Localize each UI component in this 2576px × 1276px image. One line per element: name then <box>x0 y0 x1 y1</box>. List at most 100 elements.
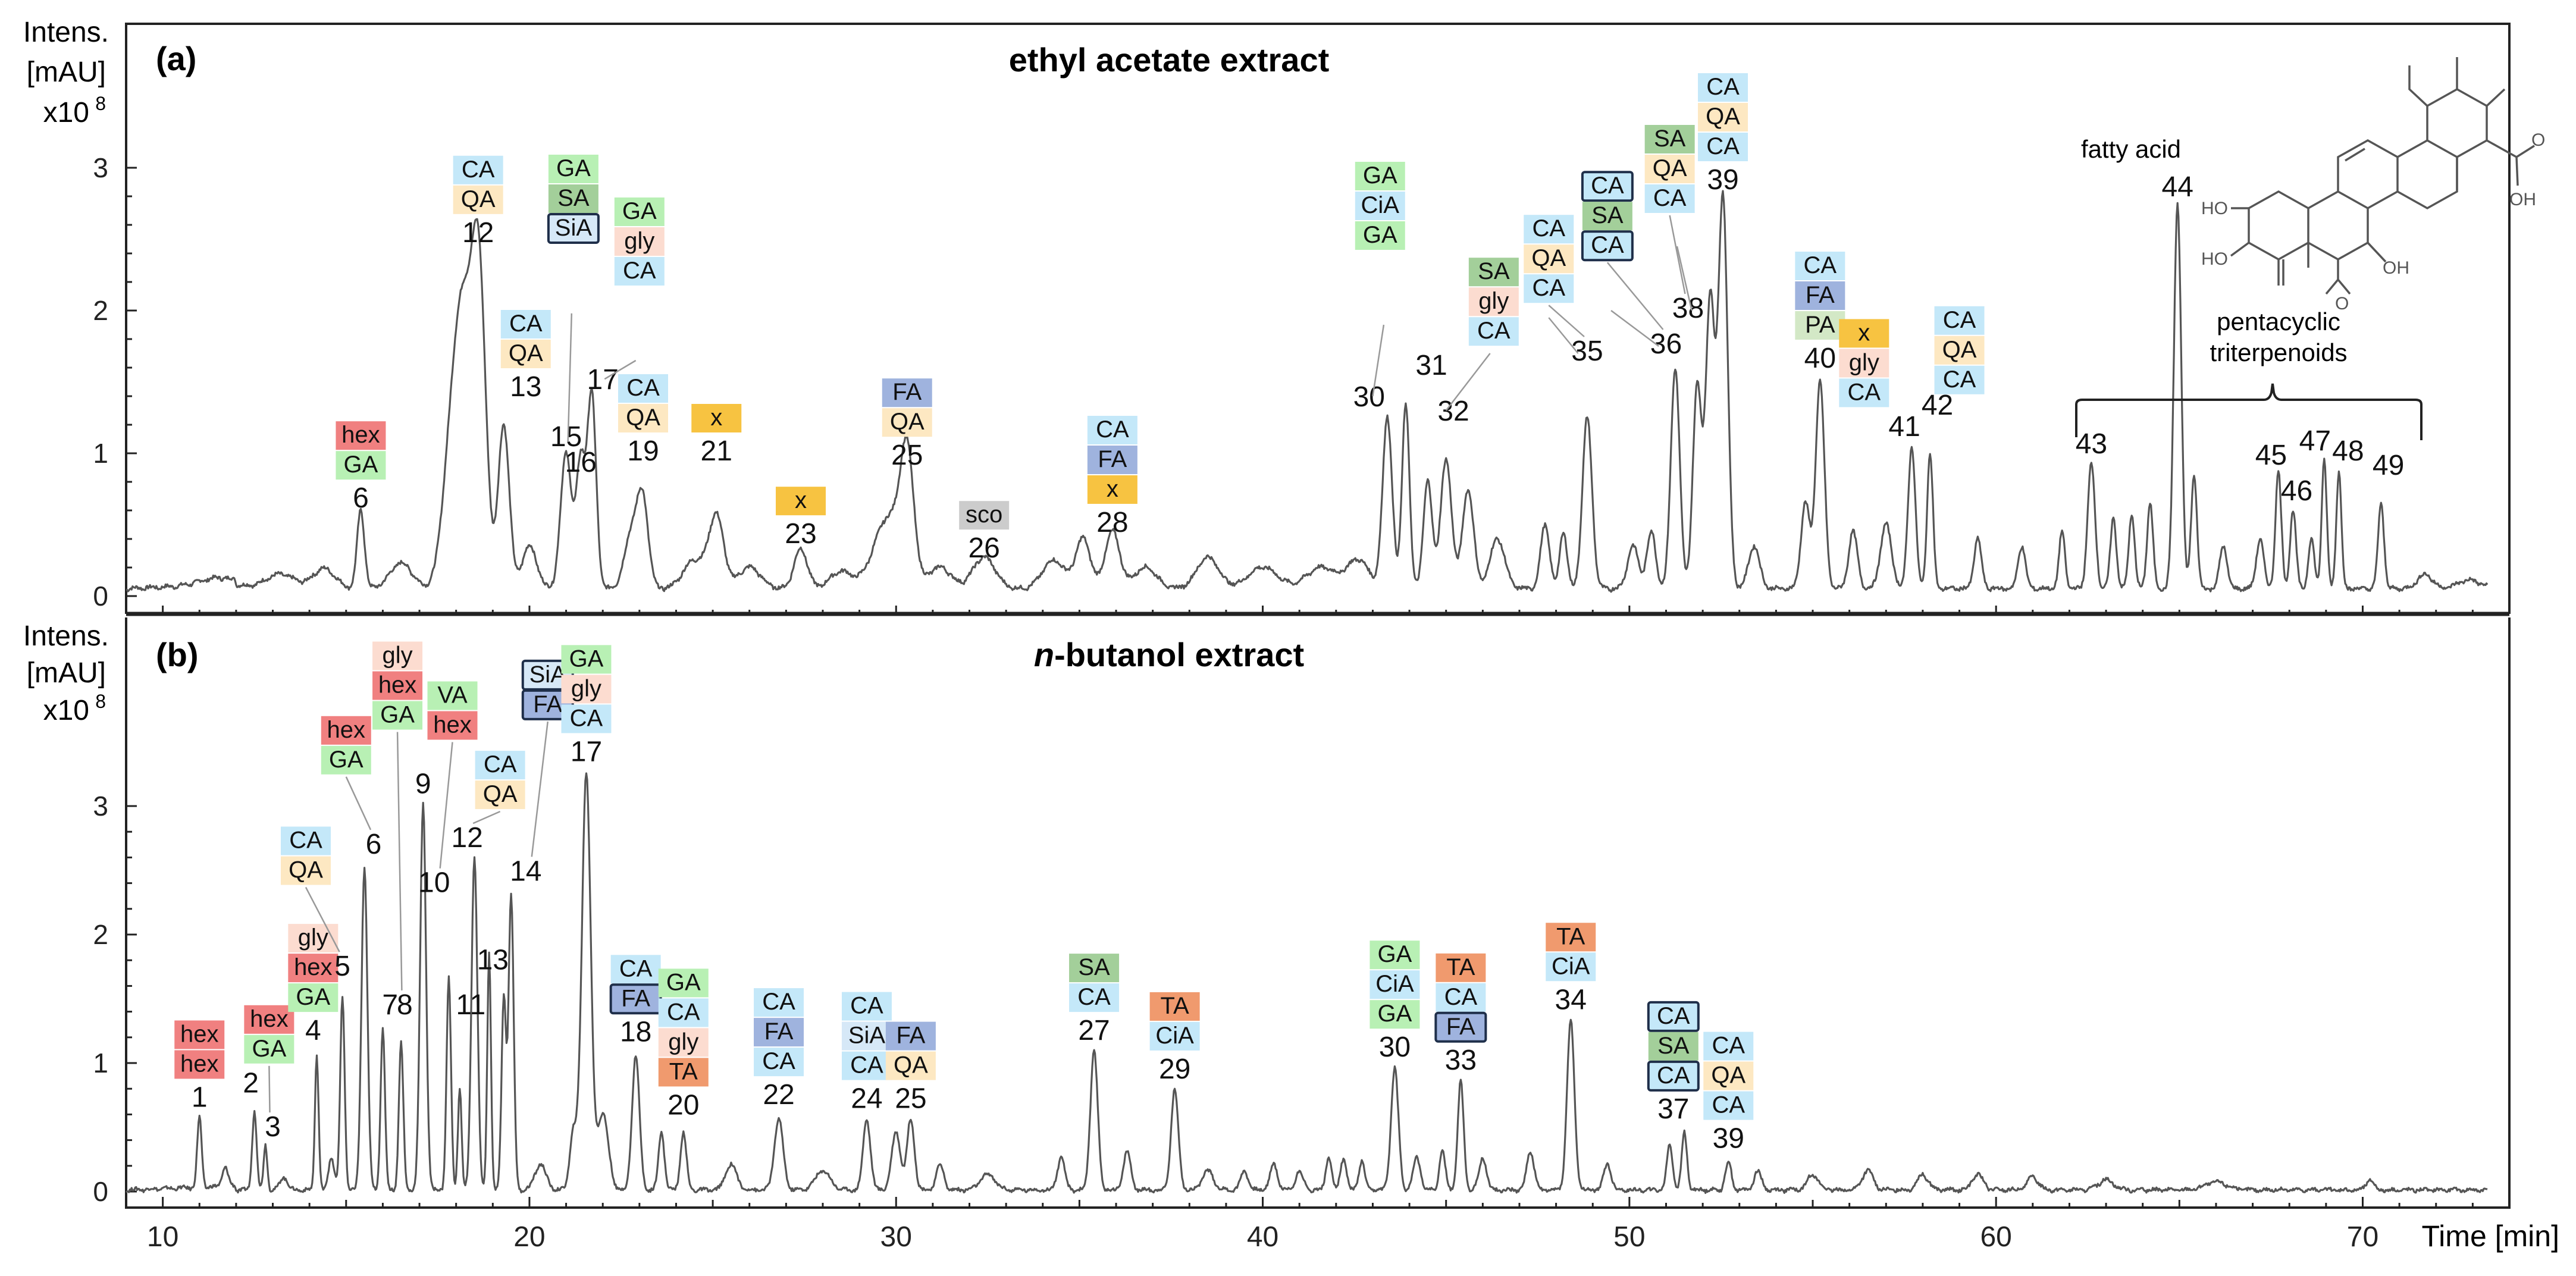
peak-label: 21 <box>701 435 732 467</box>
tag-label: FA <box>764 1018 794 1045</box>
tag-box-ca <box>1468 317 1519 346</box>
ring-e <box>2426 87 2488 158</box>
tag-box-pa <box>1795 311 1845 340</box>
peak-label: 39 <box>1707 164 1738 196</box>
tag-label: CA <box>1706 133 1740 159</box>
ring-a <box>2248 190 2309 261</box>
peak-label: 26 <box>968 532 999 564</box>
tag-label: FA <box>1806 282 1835 308</box>
tag-label: CA <box>1532 275 1565 301</box>
tag-label: CA <box>1653 185 1687 211</box>
leader-line <box>345 776 372 830</box>
tag-box-ca <box>618 374 668 403</box>
ylabel-line1-a: Intens. <box>23 17 109 48</box>
trace-b <box>125 772 2488 1195</box>
y-tick-label: 3 <box>93 152 108 183</box>
tag-box-ca <box>1087 416 1137 444</box>
tag-label: hex <box>433 711 472 738</box>
tag-label: sco <box>966 501 1002 528</box>
ring-c <box>2337 139 2399 209</box>
tag-box-qa <box>1524 244 1574 274</box>
tag-box-x <box>1087 475 1137 504</box>
tag-label: CA <box>1712 1092 1745 1118</box>
peak-label: 5 <box>334 951 350 982</box>
tag-box-fa <box>1434 1011 1487 1043</box>
tag-box-ca <box>453 155 503 184</box>
tag-label: QA <box>1942 337 1977 363</box>
tag-box-sa <box>1069 954 1120 983</box>
tag-label: QA <box>1706 104 1740 130</box>
peak-label: 7 <box>382 989 398 1021</box>
tag-label: hex <box>180 1051 219 1077</box>
tag-label: TA <box>1446 954 1475 980</box>
peak-label: 30 <box>1353 381 1385 413</box>
tag-box-hex <box>321 716 371 745</box>
mol-label-4: OH <box>2509 190 2536 209</box>
tag-label: CA <box>1532 215 1565 242</box>
tag-box-ta <box>658 1058 709 1087</box>
tag-label: FA <box>896 1023 925 1049</box>
tag-box-ca <box>561 704 612 733</box>
x-axis-title: Time [min] <box>2422 1219 2560 1253</box>
peak-label: 22 <box>763 1079 794 1111</box>
tag-box-va <box>427 681 478 710</box>
tag-box-sa <box>1644 125 1695 153</box>
tag-box-gly <box>614 227 665 256</box>
tag-box-ta <box>1149 992 1200 1021</box>
ylabel-sup-a: 8 <box>95 93 106 114</box>
tag-label: FA <box>533 691 562 717</box>
tag-label: hex <box>327 717 366 743</box>
tag-label: FA <box>892 379 922 405</box>
peak-label: 12 <box>451 822 482 854</box>
peak-label: 39 <box>1713 1123 1744 1155</box>
tag-box-qa <box>475 780 525 810</box>
tag-label: QA <box>626 405 660 431</box>
tag-label: CA <box>1943 366 1976 393</box>
tag-label: hex <box>180 1021 219 1047</box>
tag-box-ca <box>1839 378 1889 407</box>
ring-a-substituents <box>2230 207 2387 295</box>
leader-line <box>1548 317 1579 354</box>
peak-label: 13 <box>477 944 509 976</box>
tag-label: QA <box>1653 155 1687 181</box>
trace-a <box>126 190 2489 593</box>
tag-label: FA <box>1098 446 1127 472</box>
tag-label: CA <box>1804 252 1837 278</box>
panel-b-title-rest: -butanol extract <box>1054 636 1304 673</box>
tag-box-qa <box>882 408 932 437</box>
tag-box-ca <box>500 310 551 338</box>
peak-label: 4 <box>305 1015 321 1046</box>
tag-box-ca <box>841 992 892 1021</box>
tag-label: CA <box>850 1052 883 1079</box>
y-tick-label: 3 <box>93 791 108 822</box>
tag-label: hex <box>378 672 417 698</box>
leader-line <box>531 721 549 857</box>
tag-label: CA <box>289 827 322 854</box>
tag-box-sa <box>1648 1032 1698 1061</box>
peak-label: 33 <box>1445 1045 1477 1076</box>
tag-label: SA <box>1591 202 1624 228</box>
tag-box-ga <box>561 645 612 674</box>
tag-box-ca <box>1524 274 1574 303</box>
tag-label: CiA <box>1552 953 1590 979</box>
peak-label: 48 <box>2332 435 2364 467</box>
tag-box-x <box>1839 319 1889 348</box>
tag-box-ta <box>1436 953 1486 982</box>
tag-label: gly <box>1849 349 1879 375</box>
panel-a-frame <box>125 23 2511 614</box>
tag-box-qa <box>453 185 503 214</box>
tag-label: CA <box>570 705 603 731</box>
panel-b-title: n-butanol extract <box>1034 636 1304 673</box>
tag-label: gly <box>1478 288 1509 314</box>
carboxyl-group <box>2486 139 2535 186</box>
peak-label: 16 <box>565 447 597 478</box>
tag-label: TA <box>1556 923 1585 949</box>
panel-a-title: ethyl acetate extract <box>1009 41 1330 79</box>
tag-label: CA <box>509 311 543 337</box>
tag-label: GA <box>556 155 591 181</box>
tag-box-x <box>776 487 826 516</box>
peak-label: 10 <box>418 867 450 899</box>
tag-label: CA <box>1591 173 1624 199</box>
